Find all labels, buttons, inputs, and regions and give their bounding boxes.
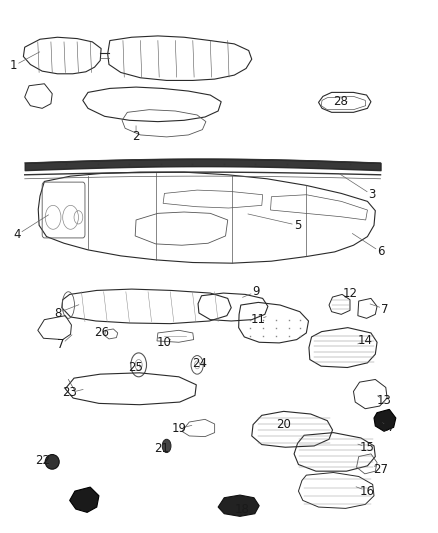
Text: 10: 10 (157, 336, 172, 350)
Text: 22: 22 (35, 454, 49, 467)
Text: 2: 2 (132, 131, 140, 143)
Text: 16: 16 (360, 484, 375, 498)
Text: 18: 18 (234, 503, 249, 516)
Text: 19: 19 (171, 422, 186, 435)
Text: 28: 28 (333, 95, 348, 108)
Text: 21: 21 (154, 442, 169, 455)
Text: 17: 17 (80, 500, 95, 514)
Text: 5: 5 (294, 219, 301, 232)
Ellipse shape (45, 455, 59, 469)
Polygon shape (70, 487, 99, 512)
Text: 7: 7 (381, 303, 389, 316)
Text: 23: 23 (62, 386, 77, 399)
Polygon shape (218, 495, 259, 516)
Text: 9: 9 (252, 285, 260, 298)
Text: 14: 14 (358, 334, 373, 348)
Text: 25: 25 (129, 361, 144, 374)
Text: 11: 11 (251, 313, 266, 326)
Circle shape (162, 439, 171, 453)
Text: 4: 4 (14, 228, 21, 241)
Text: 15: 15 (360, 441, 375, 454)
Text: 7: 7 (57, 338, 65, 351)
Text: 26: 26 (95, 326, 110, 340)
Text: 12: 12 (343, 287, 357, 300)
Text: 1: 1 (10, 59, 18, 72)
Text: 3: 3 (368, 188, 375, 201)
Text: 24: 24 (192, 357, 207, 370)
Text: 17: 17 (381, 421, 396, 434)
Text: 6: 6 (377, 245, 384, 259)
Text: 20: 20 (276, 418, 291, 431)
Text: 27: 27 (373, 463, 388, 477)
Text: 8: 8 (54, 306, 61, 319)
Polygon shape (374, 409, 396, 431)
Text: 13: 13 (377, 394, 392, 407)
